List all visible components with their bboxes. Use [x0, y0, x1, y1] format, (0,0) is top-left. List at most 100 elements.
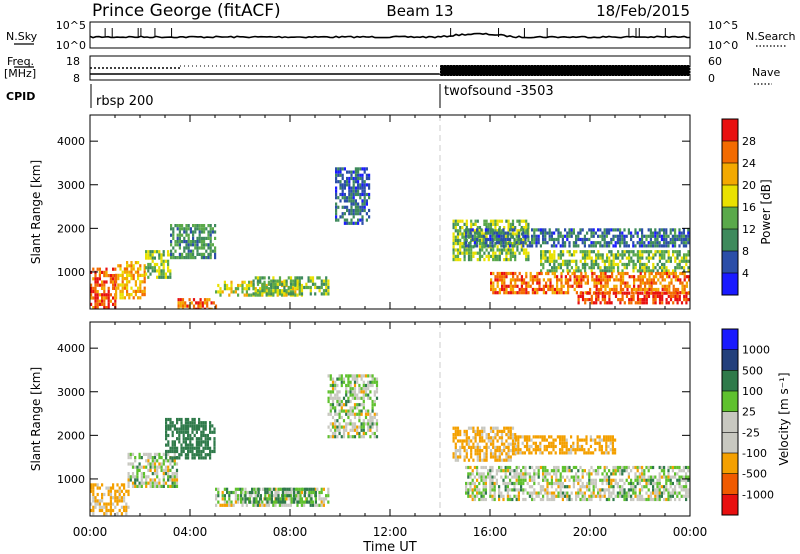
heatmap-cell	[655, 287, 658, 292]
heatmap-cell	[586, 278, 589, 282]
heatmap-cell	[489, 237, 492, 242]
heatmap-cell	[476, 488, 479, 492]
heatmap-cell	[685, 481, 688, 486]
heatmap-cell	[575, 250, 578, 254]
heatmap-cell	[169, 459, 172, 463]
heatmap-cell	[507, 222, 510, 226]
heatmap-cell	[242, 500, 245, 504]
heatmap-cell	[603, 438, 606, 442]
heatmap-cell	[557, 491, 560, 495]
heatmap-cell	[465, 455, 468, 459]
heatmap-cell	[558, 291, 561, 295]
heatmap-cell	[605, 451, 608, 455]
heatmap-cell	[599, 269, 602, 273]
heatmap-cell	[603, 237, 606, 242]
heatmap-cell	[147, 459, 150, 463]
heatmap-cell	[136, 465, 139, 469]
power-colorbar-swatch	[722, 251, 738, 273]
heatmap-cell	[509, 478, 512, 482]
heatmap-cell	[320, 282, 323, 286]
heatmap-cell	[209, 421, 212, 425]
heatmap-cell	[504, 465, 507, 470]
heatmap-cell	[327, 490, 330, 495]
heatmap-cell	[505, 458, 508, 462]
heatmap-cell	[581, 469, 584, 473]
heatmap-cell	[128, 280, 131, 284]
heatmap-cell	[465, 248, 468, 252]
heatmap-cell	[487, 222, 490, 226]
heatmap-cell	[588, 298, 591, 302]
heatmap-cell	[619, 287, 622, 292]
heatmap-cell	[481, 248, 484, 252]
heatmap-cell	[158, 269, 161, 273]
heatmap-cell	[211, 243, 214, 247]
heatmap-cell	[456, 242, 460, 246]
heatmap-cell	[472, 436, 475, 440]
heatmap-cell	[270, 279, 273, 283]
heatmap-cell	[509, 278, 512, 282]
heatmap-cell	[588, 237, 591, 242]
heatmap-cell	[257, 487, 260, 491]
heatmap-cell	[338, 428, 341, 432]
heatmap-cell	[485, 445, 488, 449]
heatmap-cell	[364, 422, 368, 426]
heatmap-cell	[92, 508, 95, 513]
heatmap-cell	[361, 192, 364, 197]
heatmap-cell	[145, 481, 148, 485]
heatmap-cell	[480, 491, 483, 495]
heatmap-cell	[511, 232, 515, 236]
heatmap-cell	[467, 465, 470, 470]
heatmap-cell	[90, 502, 93, 506]
heatmap-cell	[599, 491, 602, 495]
heatmap-cell	[563, 444, 566, 449]
heatmap-cell	[363, 196, 366, 200]
heatmap-cell	[196, 252, 199, 256]
heatmap-cell	[232, 490, 235, 495]
heatmap-cell	[509, 251, 512, 255]
heatmap-cell	[687, 488, 690, 492]
heatmap-cell	[559, 472, 562, 476]
heatmap-cell	[524, 234, 527, 238]
heatmap-cell	[582, 275, 585, 279]
heatmap-cell	[583, 491, 586, 495]
heatmap-cell	[665, 244, 668, 248]
heatmap-cell	[223, 494, 226, 498]
heatmap-cell	[252, 490, 255, 495]
heatmap-cell	[336, 428, 339, 432]
heatmap-cell	[519, 451, 522, 455]
heatmap-cell	[639, 284, 642, 288]
heatmap-cell	[331, 406, 335, 410]
freq-tick-top: 18	[66, 55, 80, 68]
heatmap-cell	[621, 234, 624, 238]
heatmap-cell	[645, 497, 648, 502]
heatmap-cell	[452, 242, 455, 246]
heatmap-cell	[165, 453, 168, 457]
heatmap-cell	[96, 302, 99, 306]
heatmap-cell	[336, 399, 339, 404]
heatmap-cell	[654, 301, 657, 305]
heatmap-cell	[643, 234, 646, 238]
heatmap-cell	[353, 428, 357, 432]
heatmap-cell	[103, 302, 106, 306]
heatmap-cell	[645, 250, 648, 254]
heatmap-cell	[566, 465, 569, 470]
heatmap-cell	[284, 490, 287, 495]
heatmap-cell	[173, 475, 176, 479]
heatmap-cell	[611, 448, 614, 452]
heatmap-cell	[109, 486, 112, 490]
heatmap-cell	[591, 275, 594, 279]
heatmap-cell	[456, 238, 460, 242]
heatmap-cell	[217, 290, 220, 294]
heatmap-cell	[294, 279, 297, 283]
heatmap-cell	[367, 409, 370, 413]
heatmap-cell	[362, 431, 365, 436]
heatmap-cell	[512, 291, 515, 295]
heatmap-cell	[120, 512, 123, 516]
heatmap-cell	[537, 494, 540, 498]
heatmap-cell	[454, 222, 457, 226]
heatmap-cell	[341, 167, 344, 171]
heatmap-cell	[215, 503, 218, 507]
heatmap-cell	[470, 251, 473, 255]
freq-trace	[90, 64, 691, 77]
heatmap-cell	[128, 273, 131, 277]
